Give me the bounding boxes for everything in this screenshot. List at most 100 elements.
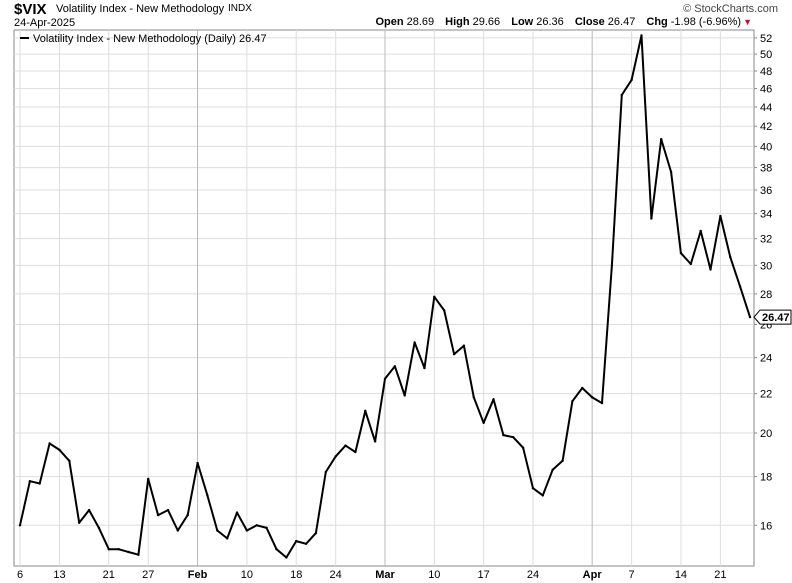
data-point <box>97 526 101 530</box>
data-point <box>689 262 693 266</box>
data-point <box>137 553 140 556</box>
x-tick-label: 27 <box>142 569 154 581</box>
data-point <box>748 315 752 319</box>
data-point <box>216 529 219 532</box>
data-point <box>354 450 357 454</box>
data-point <box>610 264 614 267</box>
series-points <box>18 34 752 559</box>
low-label: Low <box>511 16 534 28</box>
low-value: 26.36 <box>536 16 564 28</box>
y-tick-label: 16 <box>760 520 772 532</box>
data-point <box>38 482 41 485</box>
y-tick-label: 42 <box>760 121 772 133</box>
data-point <box>58 448 61 452</box>
data-point <box>650 217 653 220</box>
x-tick-label: Apr <box>583 569 603 581</box>
y-tick-label: 22 <box>760 389 772 401</box>
data-point <box>462 344 466 347</box>
data-point <box>166 508 170 512</box>
x-tick-label: 7 <box>629 569 635 581</box>
grid-lines <box>14 30 754 566</box>
x-tick-label: 14 <box>675 569 687 581</box>
data-point <box>176 529 180 532</box>
data-point <box>225 537 229 540</box>
data-point <box>275 548 278 551</box>
data-point <box>452 352 456 356</box>
data-point <box>87 508 91 512</box>
open-value: 28.69 <box>406 16 435 28</box>
close-label: Close <box>574 16 605 28</box>
data-point <box>373 440 377 443</box>
data-point <box>442 309 446 312</box>
data-point <box>156 513 160 517</box>
legend: Volatility Index - New Methodology (Dail… <box>20 33 267 45</box>
x-tick-label: 21 <box>714 569 726 581</box>
quote-bar: Open 28.69 High 29.66 Low 26.36 Close 26.47 … <box>367 16 752 28</box>
data-point <box>492 398 495 401</box>
data-point <box>482 421 485 425</box>
last-value-tag <box>753 309 792 325</box>
x-tick-label: Feb <box>188 569 208 581</box>
data-point <box>590 396 594 399</box>
data-point <box>600 401 604 405</box>
data-point <box>472 396 475 399</box>
y-tick-label: 32 <box>760 234 772 246</box>
data-point <box>660 137 663 141</box>
y-tick-label: 30 <box>760 260 772 272</box>
y-tick-label: 38 <box>760 163 772 175</box>
data-point <box>729 255 732 259</box>
instrument-name: Volatility Index - New Methodology <box>56 3 225 15</box>
data-point <box>235 511 239 514</box>
y-tick-label: 20 <box>760 428 772 440</box>
y-tick-label: 28 <box>760 289 772 301</box>
data-point <box>245 529 249 532</box>
brand-label[interactable]: © StockCharts.com <box>683 3 778 15</box>
x-tick-label: 13 <box>53 569 65 581</box>
data-point <box>285 556 288 559</box>
data-point <box>324 470 328 474</box>
x-tick-label: 10 <box>241 569 253 581</box>
x-tick-label: 21 <box>103 569 115 581</box>
data-point <box>719 214 722 218</box>
symbol[interactable]: $VIX <box>14 1 47 18</box>
y-tick-label: 50 <box>760 49 772 61</box>
y-tick-label: 24 <box>760 353 772 365</box>
close-value: 26.47 <box>607 16 636 28</box>
data-point <box>679 251 683 255</box>
data-point <box>344 444 347 447</box>
data-point <box>512 435 515 439</box>
data-point <box>709 268 712 271</box>
data-point <box>699 229 702 233</box>
x-tick-label: 18 <box>290 569 302 581</box>
y-tick-label: 44 <box>760 102 772 114</box>
data-point <box>295 539 298 543</box>
data-point <box>107 548 110 551</box>
data-point <box>127 550 130 554</box>
data-point <box>196 461 199 465</box>
last-value-marker: 26.47 <box>753 309 792 325</box>
y-tick-label: 18 <box>760 472 772 484</box>
data-point <box>364 409 367 413</box>
data-point <box>423 366 426 370</box>
data-point <box>28 480 32 483</box>
x-tick-label: 24 <box>527 569 539 581</box>
data-point <box>186 513 189 517</box>
data-point <box>571 399 574 403</box>
data-point <box>551 468 554 471</box>
data-point <box>265 526 268 530</box>
x-axis: 6 13 21 27 Feb 10 18 24 Mar 10 17 24 Apr 7 14 21 <box>17 569 727 581</box>
data-point <box>413 341 416 344</box>
data-point <box>502 433 505 437</box>
high-value: 29.66 <box>472 16 501 28</box>
data-point <box>531 487 535 490</box>
data-point <box>521 446 525 449</box>
data-point <box>561 459 564 463</box>
x-tick-label: 10 <box>428 569 440 581</box>
x-tick-label: Mar <box>375 569 395 581</box>
x-tick-label: 24 <box>330 569 342 581</box>
legend-label: Volatility Index - New Methodology (Dail… <box>33 33 267 45</box>
x-tick-label: 17 <box>478 569 490 581</box>
y-tick-label: 48 <box>760 66 772 78</box>
